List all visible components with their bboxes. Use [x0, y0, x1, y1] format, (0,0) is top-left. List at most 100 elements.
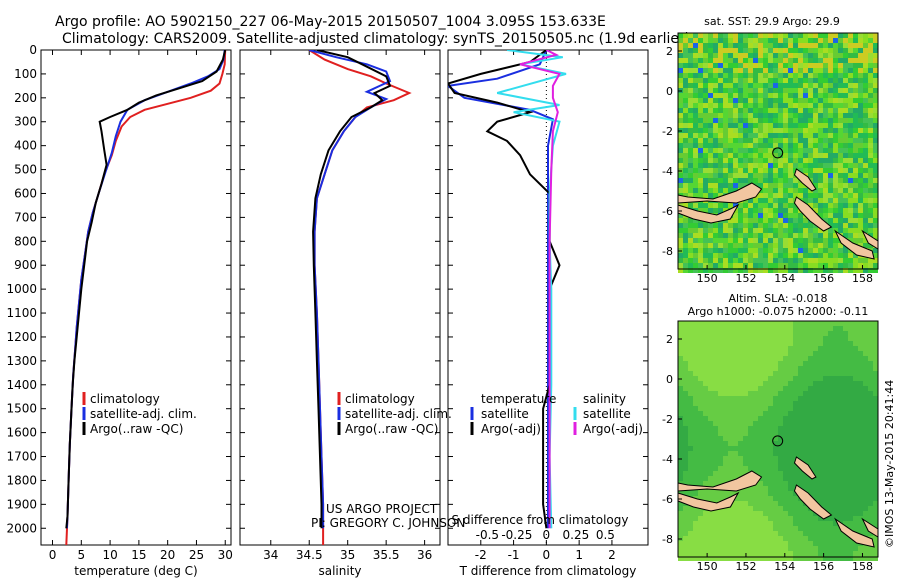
map-cell — [693, 268, 698, 273]
map-cell — [828, 163, 833, 168]
map-cell — [763, 238, 768, 243]
map-cell — [758, 123, 763, 128]
map-cell — [838, 258, 843, 263]
map-cell — [768, 163, 773, 168]
map-cell — [733, 133, 738, 138]
map-cell — [863, 263, 868, 268]
map-cell — [718, 103, 723, 108]
map-cell — [728, 53, 733, 58]
map-cell — [868, 456, 873, 461]
map-cell — [863, 168, 868, 173]
map-cell — [703, 471, 708, 476]
map-cell — [703, 331, 708, 336]
map-cell — [738, 33, 743, 38]
map-cell — [808, 93, 813, 98]
map-cell — [808, 361, 813, 366]
map-cell — [733, 546, 738, 551]
map-cell — [738, 381, 743, 386]
map-cell — [763, 183, 768, 188]
map-cell — [833, 263, 838, 268]
map-cell — [728, 341, 733, 346]
y-tick-label: 800 — [14, 234, 37, 248]
map-cell — [698, 471, 703, 476]
map-cell — [798, 516, 803, 521]
map-cell — [753, 371, 758, 376]
map-cell — [843, 521, 848, 526]
map-cell — [753, 58, 758, 63]
map-cell — [823, 93, 828, 98]
map-cell — [868, 193, 873, 198]
map-cell — [823, 331, 828, 336]
map-cell — [838, 128, 843, 133]
map-cell — [793, 133, 798, 138]
map-cell — [873, 491, 878, 496]
map-cell — [723, 128, 728, 133]
map-cell — [763, 461, 768, 466]
map-cell — [828, 531, 833, 536]
legend-label-argo: Argo(..raw -QC) — [90, 422, 183, 436]
map-cell — [693, 401, 698, 406]
map-cell — [868, 228, 873, 233]
map-cell — [683, 406, 688, 411]
map-cell — [823, 406, 828, 411]
map-cell — [743, 78, 748, 83]
map-cell — [718, 48, 723, 53]
map-cell — [763, 48, 768, 53]
map-cell — [743, 153, 748, 158]
map-cell — [838, 58, 843, 63]
map-cell — [738, 128, 743, 133]
map-cell — [773, 411, 778, 416]
map-cell — [803, 143, 808, 148]
y-tick-label: 1400 — [6, 378, 37, 392]
map-cell — [813, 198, 818, 203]
map-cell — [813, 466, 818, 471]
map-cell — [858, 381, 863, 386]
map-cell — [788, 173, 793, 178]
map-cell — [853, 123, 858, 128]
map-cell — [828, 233, 833, 238]
map-cell — [793, 506, 798, 511]
map-cell — [818, 446, 823, 451]
map-cell — [703, 451, 708, 456]
temperature-legend: climatology satellite-adj. clim. Argo(..… — [82, 392, 197, 436]
map-cell — [793, 346, 798, 351]
map-cell — [768, 43, 773, 48]
map-cell — [778, 108, 783, 113]
map-cell — [818, 263, 823, 268]
map-cell — [788, 53, 793, 58]
map-cell — [713, 93, 718, 98]
map-cell — [708, 511, 713, 516]
map-cell — [813, 93, 818, 98]
map-cell — [723, 446, 728, 451]
map-cell — [763, 556, 768, 561]
map-cell — [753, 491, 758, 496]
map-cell — [868, 461, 873, 466]
map-cell — [823, 441, 828, 446]
map-cell — [688, 268, 693, 273]
map-cell — [798, 213, 803, 218]
map-cell — [758, 248, 763, 253]
map-cell — [853, 213, 858, 218]
map-cell — [693, 406, 698, 411]
map-cell — [698, 183, 703, 188]
map-cell — [853, 366, 858, 371]
map-cell — [828, 501, 833, 506]
map-cell — [698, 476, 703, 481]
map-cell — [798, 376, 803, 381]
map-cell — [863, 68, 868, 73]
map-cell — [683, 456, 688, 461]
map-cell — [853, 128, 858, 133]
map-cell — [773, 88, 778, 93]
map-cell — [848, 546, 853, 551]
map-cell — [738, 213, 743, 218]
map-cell — [748, 128, 753, 133]
map-cell — [848, 396, 853, 401]
map-cell — [848, 158, 853, 163]
map-cell — [793, 321, 798, 326]
map-cell — [743, 178, 748, 183]
map-cell — [713, 108, 718, 113]
map-cell — [858, 163, 863, 168]
map-cell — [813, 38, 818, 43]
map-cell — [763, 371, 768, 376]
map-cell — [748, 143, 753, 148]
